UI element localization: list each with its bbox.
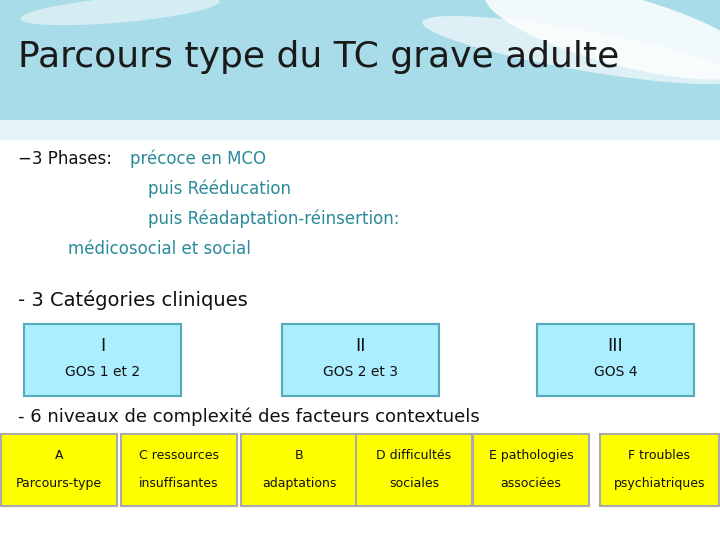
Text: C ressources: C ressources	[139, 449, 219, 462]
Text: GOS 2 et 3: GOS 2 et 3	[323, 365, 398, 379]
FancyBboxPatch shape	[600, 434, 719, 506]
Text: - 6 niveaux de complexité des facteurs contextuels: - 6 niveaux de complexité des facteurs c…	[18, 407, 480, 426]
Text: B: B	[294, 449, 303, 462]
Text: associées: associées	[500, 477, 562, 490]
Ellipse shape	[423, 16, 720, 84]
Bar	[0, 0, 720, 120]
FancyBboxPatch shape	[356, 434, 472, 506]
Text: adaptations: adaptations	[262, 477, 336, 490]
Bar	[0, 100, 720, 140]
FancyBboxPatch shape	[537, 324, 694, 396]
Text: médicosocial et social: médicosocial et social	[68, 240, 251, 258]
Text: insuffisantes: insuffisantes	[139, 477, 219, 490]
Text: II: II	[355, 337, 366, 355]
Text: F troubles: F troubles	[629, 449, 690, 462]
Text: −3 Phases:: −3 Phases:	[18, 150, 112, 168]
FancyBboxPatch shape	[473, 434, 589, 506]
Text: I: I	[100, 337, 105, 355]
Text: GOS 1 et 2: GOS 1 et 2	[65, 365, 140, 379]
FancyBboxPatch shape	[241, 434, 357, 506]
Text: sociales: sociales	[389, 477, 439, 490]
Ellipse shape	[20, 0, 220, 25]
Text: A: A	[55, 449, 63, 462]
Text: D difficultés: D difficultés	[377, 449, 451, 462]
Text: psychiatriques: psychiatriques	[613, 477, 706, 490]
FancyBboxPatch shape	[1, 434, 117, 506]
FancyBboxPatch shape	[24, 324, 181, 396]
Text: GOS 4: GOS 4	[594, 365, 637, 379]
Text: Parcours type du TC grave adulte: Parcours type du TC grave adulte	[18, 40, 619, 74]
Ellipse shape	[485, 0, 720, 79]
Text: puis Rééducation: puis Rééducation	[148, 180, 291, 199]
Text: Parcours-type: Parcours-type	[16, 477, 102, 490]
FancyBboxPatch shape	[121, 434, 237, 506]
Text: III: III	[608, 337, 624, 355]
Text: puis Réadaptation-réinsertion:: puis Réadaptation-réinsertion:	[148, 210, 400, 228]
Text: précoce en MCO: précoce en MCO	[130, 150, 266, 168]
FancyBboxPatch shape	[282, 324, 439, 396]
Text: - 3 Catégories cliniques: - 3 Catégories cliniques	[18, 290, 248, 310]
Text: E pathologies: E pathologies	[489, 449, 573, 462]
